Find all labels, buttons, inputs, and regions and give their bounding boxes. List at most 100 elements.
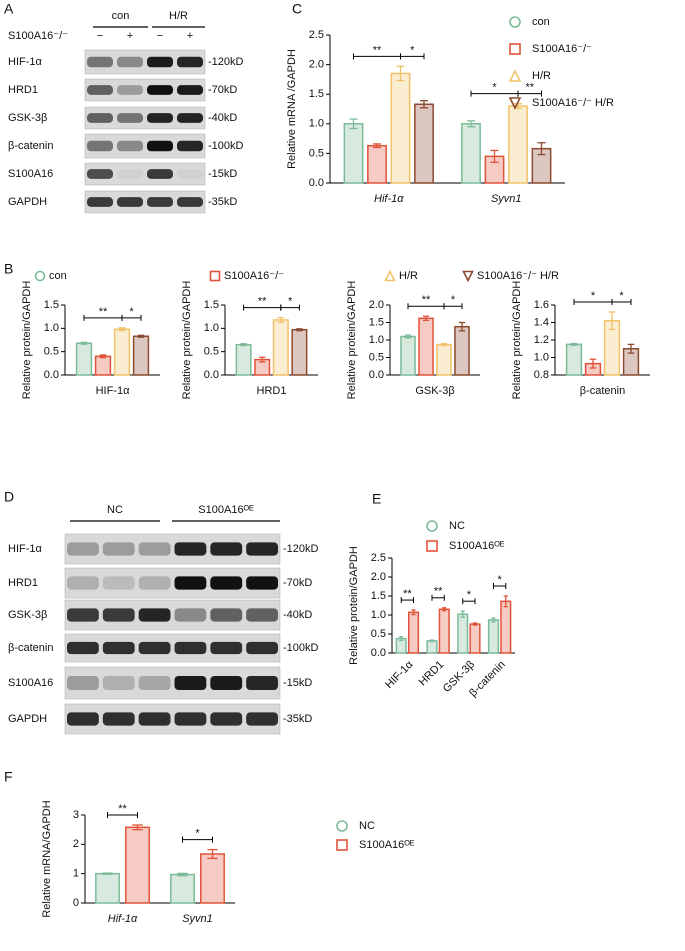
blot-band [174,542,207,556]
panel-label: E [372,491,381,507]
legend-marker [209,270,221,282]
blot-band [138,542,171,556]
significance-label: ** [258,296,267,308]
bar [426,640,438,654]
y-tick-label: 1.0 [309,118,324,130]
bar [457,613,469,654]
blot-band [67,542,99,556]
blot-band [117,85,143,95]
blot-band [138,608,171,622]
y-axis-label: Relative protein/GAPDH [346,281,358,400]
bar [390,72,411,184]
blot-band [246,675,278,691]
blot-band [117,113,143,123]
legend-label: con [49,270,67,282]
size-label: -35kD [283,713,312,725]
row-label: S100A16 [8,168,53,180]
bar [418,317,434,376]
blot-band [147,140,173,152]
legend-marker [426,520,438,532]
bar [500,600,512,654]
size-label: -40kD [283,609,312,621]
blot-band [138,675,171,691]
bar [235,343,252,376]
blot-band [102,675,135,691]
blot-band [138,712,171,726]
panel-label: A [4,1,14,17]
blot-band [67,576,99,590]
legend-marker [384,269,396,282]
group-label: S100A16ᴼᴱ [198,504,254,516]
blot-strip [84,190,206,214]
significance-label: * [195,828,200,840]
blot-band [87,169,113,179]
blot-band [174,641,207,655]
bar [291,328,308,376]
x-tick-label: β-catenin [580,385,625,397]
legend-marker [509,16,521,28]
legend-label: S100A16⁻/⁻ H/R [477,270,559,282]
row-label: GSK-3β [8,609,47,621]
bar [113,328,131,376]
blot-band [117,197,143,207]
blot-band [67,608,99,622]
y-tick-label: 0.0 [44,369,59,381]
legend-label: H/R [532,70,551,82]
lane-sign: − [97,30,103,42]
legend-label: S100A16⁻/⁻ [532,43,592,55]
y-tick-label: 2.5 [309,29,324,41]
y-tick-label: 0.0 [204,369,219,381]
blot-band [177,169,203,179]
blot-band [102,608,135,622]
y-axis-label: Relative mRNA/GAPDH [41,800,53,917]
size-label: -100kD [208,140,244,152]
blot-band [210,576,243,590]
y-tick-label: 1.5 [44,299,59,311]
y-tick-label: 1.6 [534,299,549,311]
blot-strip [64,599,281,631]
bar [170,873,195,904]
row-label: HIF-1α [8,56,43,68]
y-tick-label: 2.0 [371,571,386,583]
legend-label: S100A16⁻/⁻ H/R [532,97,614,109]
legend-marker [336,839,348,851]
lane-sign: + [127,30,133,42]
y-tick-label: 1.0 [369,334,384,346]
blot-band [147,85,173,95]
y-tick-label: 0.5 [309,147,324,159]
y-tick-label: 0.0 [369,369,384,381]
x-tick-label: HIF-1α [96,385,131,397]
panel-label: C [292,1,302,17]
row-label: HRD1 [8,577,38,589]
legend-label: con [532,16,550,28]
bar [508,105,528,184]
significance-label: ** [373,44,382,56]
blot-band [117,56,143,68]
legend-marker [462,270,474,283]
legend-label: NC [449,520,465,532]
blot-band [102,712,135,726]
significance-label: * [467,589,472,601]
y-tick-label: 1.0 [204,322,219,334]
blot-strip [64,567,281,599]
blot-band [138,641,171,655]
legend-marker [426,540,438,552]
blot-band [174,576,207,590]
bar [200,853,225,904]
y-tick-label: 2.0 [369,299,384,311]
blot-band [87,113,113,123]
y-tick-label: 1.4 [534,316,549,328]
bar [469,623,481,654]
lane-sign: − [157,30,163,42]
y-tick-label: 2 [73,838,79,850]
blot-band [87,85,113,95]
blot-band [147,113,173,123]
significance-label: ** [403,588,412,600]
significance-label: * [288,296,293,308]
y-axis-label: Relative protein/GAPDH [21,281,33,400]
blot-band [67,675,99,691]
bar [454,325,470,376]
blot-band [147,197,173,207]
x-tick-label: Hif-1α [108,913,138,925]
y-tick-label: 0.5 [44,346,59,358]
